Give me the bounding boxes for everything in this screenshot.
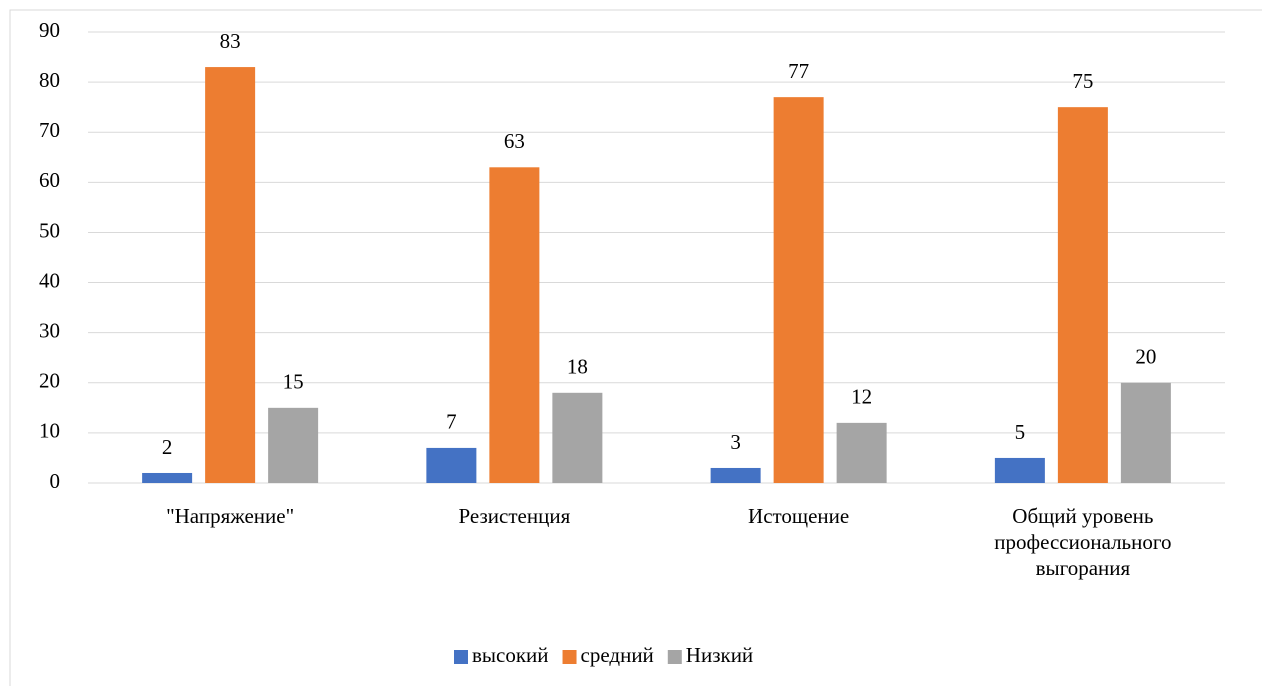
bar [1057,107,1108,484]
y-tick-label: 30 [39,318,60,342]
legend-label: средний [581,643,654,667]
bar [836,422,887,483]
data-label: 12 [851,385,872,409]
legend-label: Низкий [686,643,753,667]
bar [489,167,540,484]
y-tick-label: 20 [39,369,60,393]
bar [710,467,761,483]
x-tick-label: Общий уровень профессионального выгорани… [994,504,1172,580]
x-tick-label: "Напряжение" [166,504,295,528]
data-label: 77 [788,59,809,83]
bar [552,392,603,483]
chart-border [9,9,1262,686]
data-label: 2 [162,435,173,459]
bar [205,67,256,484]
bar [994,457,1045,483]
data-label: 5 [1015,420,1026,444]
bar [142,472,193,483]
y-tick-label: 70 [39,118,60,142]
y-tick-label: 80 [39,68,60,92]
data-label: 83 [220,29,241,53]
y-tick-label: 90 [39,18,60,42]
y-tick-label: 0 [50,469,61,493]
data-label: 63 [504,129,525,153]
y-tick-label: 60 [39,168,60,192]
x-tick-label: Истощение [748,504,850,528]
legend-swatch [667,650,682,664]
data-label: 18 [567,355,588,379]
y-tick-label: 40 [39,268,60,292]
data-label: 75 [1072,69,1093,93]
bar [1120,382,1171,483]
y-tick-label: 50 [39,218,60,242]
bar [773,97,824,484]
bar [268,407,319,483]
data-label: 3 [730,430,741,454]
legend-swatch [454,650,468,664]
legend-label: высокий [472,643,549,667]
x-tick-label: Резистенция [458,504,571,528]
data-label: 7 [446,410,457,434]
legend-swatch [562,650,577,664]
y-tick-label: 10 [39,419,60,443]
data-label: 15 [283,370,304,394]
bar [426,447,477,483]
data-label: 20 [1135,345,1156,369]
